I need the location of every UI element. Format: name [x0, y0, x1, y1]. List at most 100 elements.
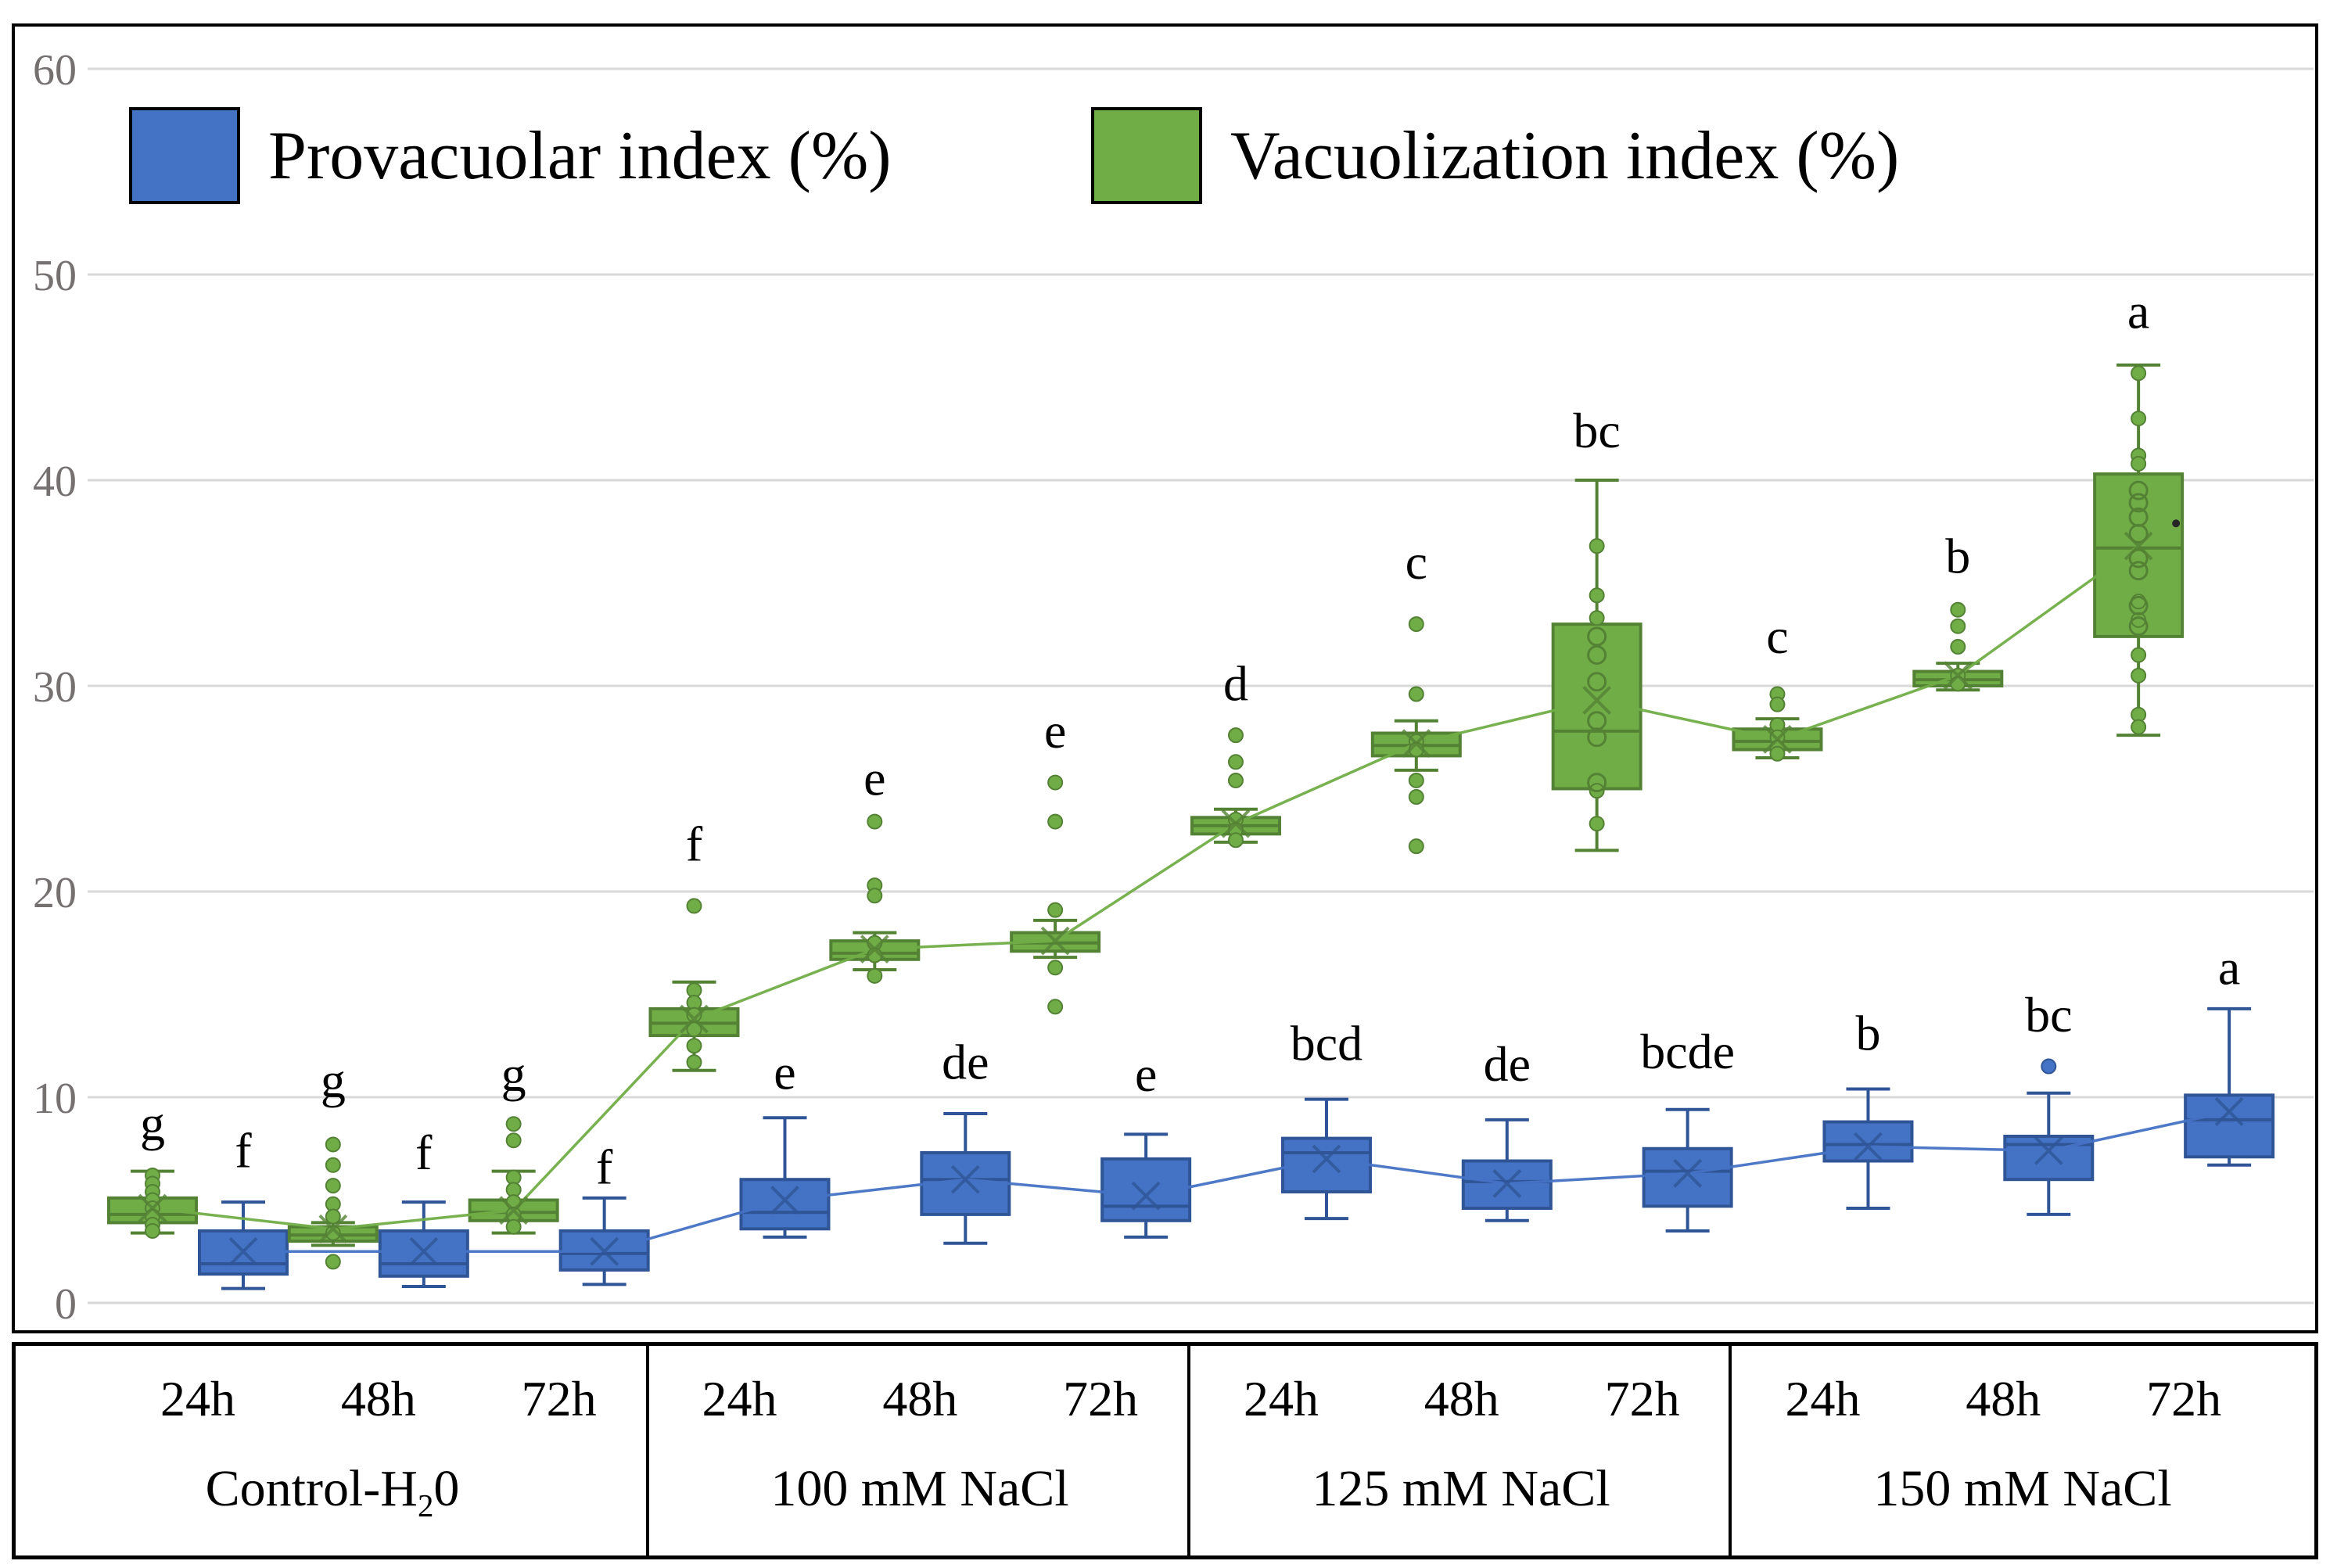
time-label-100mMNaCl-24h: 24h: [702, 1371, 777, 1426]
outlier-dot: [1950, 618, 1966, 634]
provacuolar-swatch-icon: [129, 107, 240, 204]
outlier-dot: [1408, 686, 1424, 702]
box-provacuolar-125mMNaCl-72h: [1642, 1146, 1733, 1208]
mean-x-marker: [228, 1236, 258, 1266]
outlier-dot: [2131, 667, 2147, 684]
outlier-dot: [2131, 411, 2147, 427]
sig-letter-vacuolization-72h: bc: [1573, 403, 1620, 458]
mean-x-marker: [1402, 729, 1431, 759]
sig-letter-provacuolar-48h: bc: [2025, 987, 2072, 1042]
time-label-Control-H20-48h: 48h: [340, 1371, 416, 1426]
outlier-dot: [325, 1136, 341, 1153]
sig-letter-provacuolar-24h: b: [1855, 1006, 1880, 1061]
outlier-dot: [2131, 365, 2147, 382]
outlier-dot: [867, 888, 883, 904]
box-vacuolization-150mMNaCl-72h: [2093, 472, 2185, 638]
mean-x-marker: [770, 1186, 799, 1215]
outlier-dot: [1047, 999, 1064, 1015]
box-provacuolar-150mMNaCl-72h: [2184, 1093, 2275, 1159]
outlier-dot: [2131, 719, 2147, 735]
mean-x-marker: [950, 1164, 980, 1194]
sig-letter-vacuolization-24h: d: [1223, 655, 1248, 711]
mean-x-marker: [1221, 809, 1251, 838]
outlier-dot: [2131, 455, 2147, 472]
outlier-dot: [686, 1054, 702, 1071]
outlier-dot: [1047, 960, 1064, 976]
outlier-dot: [686, 898, 702, 914]
time-label-125mMNaCl-72h: 72h: [1604, 1371, 1680, 1426]
group-cell-100mm: [649, 1346, 1190, 1555]
group-cell-125mm: [1190, 1346, 1732, 1555]
outlier-dot: [1589, 587, 1605, 604]
data-point-ring: [2128, 548, 2149, 569]
outlier-dot: [1227, 727, 1244, 744]
legend-item-provacuolar: Provacuolar index (%): [129, 107, 892, 204]
outlier-dot: [505, 1116, 522, 1132]
sig-letter-provacuolar-72h: bcde: [1640, 1024, 1735, 1079]
mean-x-marker: [1854, 1132, 1883, 1161]
outlier-dot: [325, 1157, 341, 1173]
outlier-dot: [2041, 1058, 2057, 1075]
outlier-dot: [1047, 774, 1064, 791]
sig-letter-vacuolization-72h: a: [2127, 283, 2149, 339]
outlier-dot: [505, 1132, 522, 1149]
y-tick-label-30: 30: [33, 663, 77, 712]
outlier-dot: [867, 813, 883, 830]
data-point-ring: [1587, 727, 1607, 748]
mean-x-marker: [1312, 1144, 1341, 1174]
data-point-ring: [2128, 616, 2149, 637]
mean-x-marker: [499, 1196, 529, 1225]
sig-letter-vacuolization-48h: c: [1406, 534, 1427, 590]
sig-letter-vacuolization-48h: b: [1945, 528, 1970, 583]
outlier-dot: [1408, 616, 1424, 633]
box-provacuolar-150mMNaCl-24h: [1822, 1120, 1914, 1163]
x-axis-table: [12, 1342, 2318, 1559]
outlier-dot: [2131, 647, 2147, 663]
outlier-dot: [505, 1218, 522, 1235]
sig-letter-provacuolar-24h: f: [235, 1122, 252, 1178]
y-tick-label-50: 50: [33, 252, 77, 300]
mean-line-vacuolization: [152, 544, 2140, 1231]
y-tick-label-40: 40: [33, 457, 77, 506]
mean-x-marker: [138, 1193, 167, 1223]
time-label-125mMNaCl-48h: 48h: [1423, 1371, 1499, 1426]
outlier-dot: [1769, 745, 1786, 762]
sig-letter-provacuolar-48h: f: [415, 1125, 433, 1180]
outlier-dot: [1950, 639, 1966, 655]
sig-letter-vacuolization-24h: g: [140, 1096, 165, 1151]
time-label-100mMNaCl-48h: 48h: [882, 1371, 958, 1426]
mean-x-marker: [1582, 685, 1612, 715]
group-label-100mm: 100 mM NaCl: [770, 1460, 1069, 1517]
legend-label-vacuolization: Vacuolization index (%): [1230, 117, 1900, 194]
time-label-Control-H20-72h: 72h: [521, 1371, 597, 1426]
outlier-dot: [1047, 902, 1064, 918]
outlier-dot: [1227, 754, 1244, 770]
mean-x-marker: [2034, 1136, 2063, 1165]
outlier-dot: [325, 1225, 341, 1241]
stray-dot: [2172, 519, 2181, 528]
outlier-dot: [1769, 696, 1786, 712]
outlier-dot: [686, 1038, 702, 1054]
sig-letter-vacuolization-48h: e: [863, 750, 885, 806]
sig-letter-provacuolar-48h: de: [1484, 1036, 1531, 1092]
y-tick-label-0: 0: [55, 1280, 77, 1329]
sig-letter-provacuolar-48h: de: [942, 1034, 989, 1089]
outlier-dot: [686, 1021, 702, 1038]
sig-letter-vacuolization-48h: g: [321, 1053, 346, 1108]
sig-letter-provacuolar-72h: e: [1135, 1046, 1157, 1102]
data-point-ring: [2128, 561, 2149, 581]
outlier-dot: [1227, 772, 1244, 788]
legend-item-vacuolization: Vacuolization index (%): [1091, 107, 1899, 204]
sig-letter-provacuolar-72h: f: [596, 1139, 613, 1194]
box-provacuolar-100mMNaCl-24h: [739, 1178, 831, 1231]
outlier-dot: [1227, 832, 1244, 849]
data-point-ring: [1587, 626, 1607, 647]
mean-x-marker: [2214, 1096, 2244, 1126]
outlier-dot: [145, 1222, 160, 1239]
outlier-dot: [325, 1178, 341, 1194]
data-point-ring: [1587, 773, 1607, 793]
outlier-dot: [1408, 772, 1424, 788]
outlier-dot: [1047, 813, 1064, 830]
